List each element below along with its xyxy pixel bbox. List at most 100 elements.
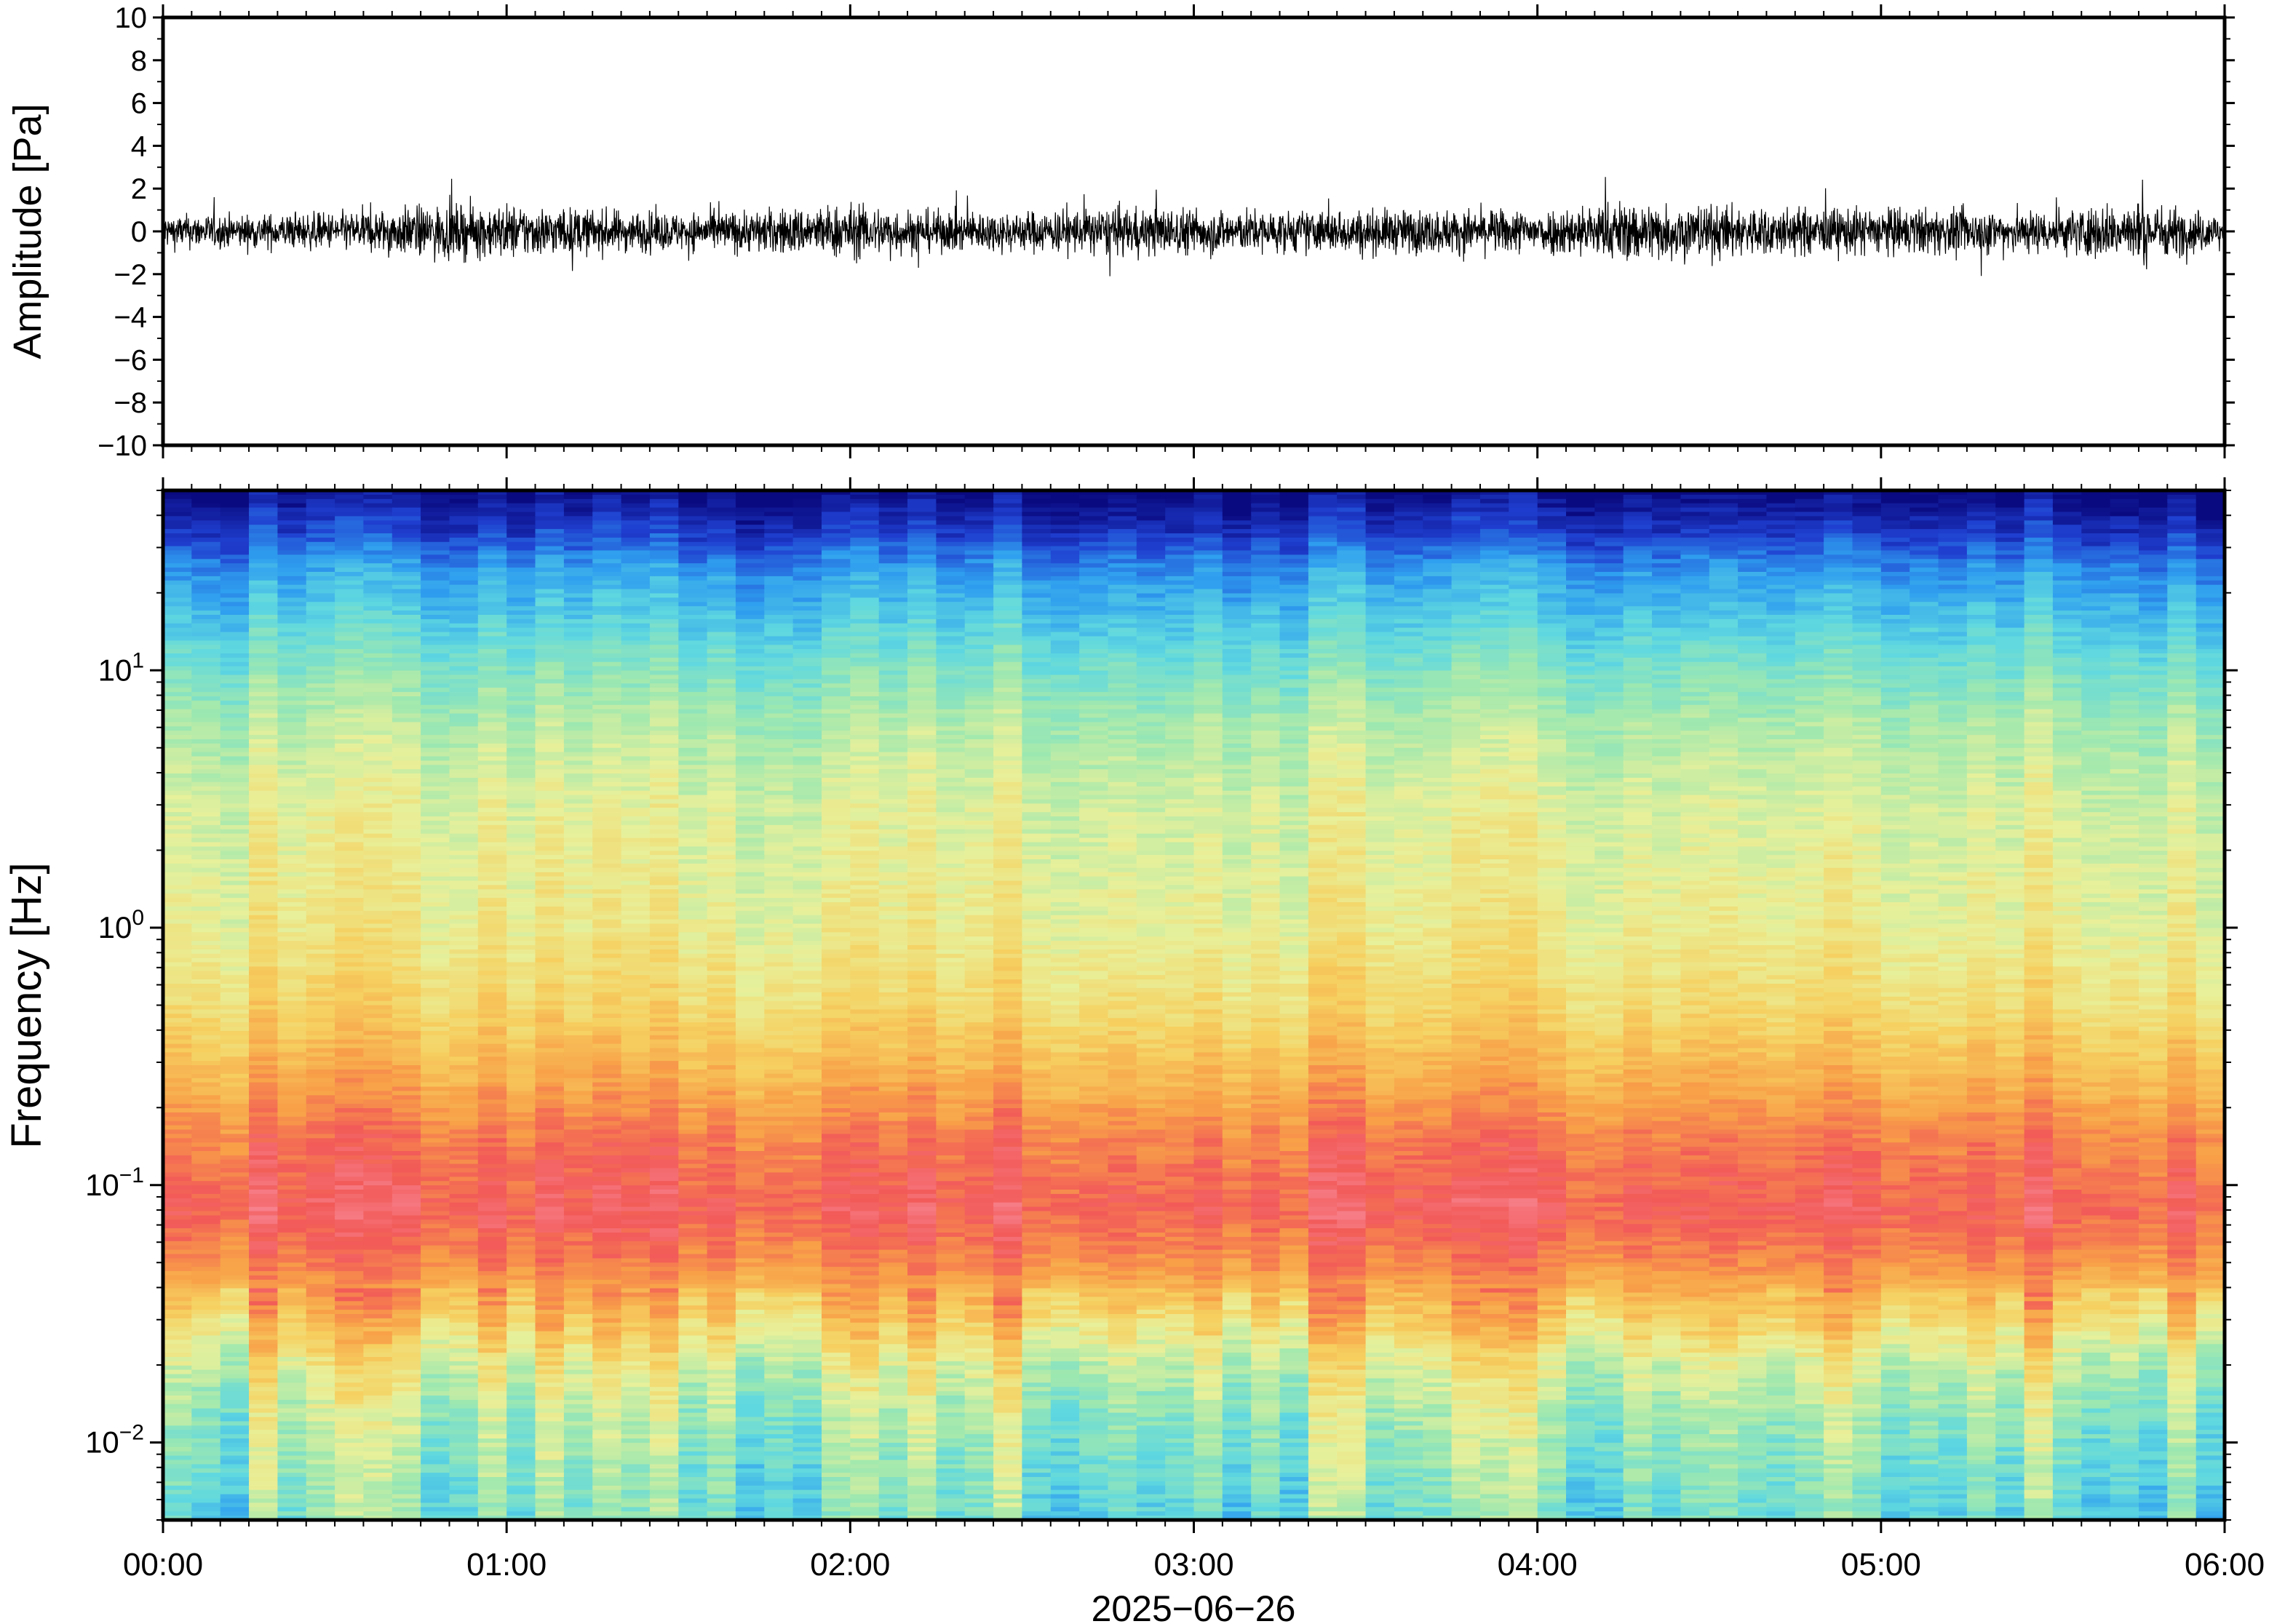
- spectrogram-cell: [1709, 731, 1738, 736]
- spectrogram-cell: [220, 713, 250, 719]
- spectrogram-cell: [1680, 572, 1710, 577]
- spectrogram-cell: [1251, 572, 1281, 577]
- spectrogram-cell: [1537, 632, 1567, 637]
- spectrogram-cell: [1365, 657, 1395, 663]
- spectrogram-cell: [2052, 679, 2082, 685]
- spectrogram-cell: [2167, 674, 2197, 680]
- spectrogram-cell: [1537, 516, 1567, 522]
- spectrogram-cell: [191, 490, 221, 495]
- spectrogram-cell: [191, 623, 221, 629]
- spectrogram-cell: [1050, 533, 1080, 538]
- spectrogram-cell: [449, 696, 479, 701]
- spectrogram-cell: [1766, 537, 1796, 543]
- spectrogram-cell: [1966, 632, 1996, 637]
- spectrogram-cell: [1709, 683, 1738, 688]
- spectrogram-cell: [707, 490, 736, 495]
- spectrogram-cell: [1079, 735, 1109, 740]
- spectrogram-cell: [449, 525, 479, 530]
- spectrogram-cell: [1594, 674, 1624, 680]
- spectrogram-cell: [1680, 653, 1710, 658]
- spectrogram-cell: [2110, 623, 2139, 629]
- spectrogram-cell: [592, 520, 622, 525]
- spectrogram-cell: [2081, 580, 2111, 586]
- spectrogram-cell: [1165, 760, 1195, 766]
- spectrogram-cell: [163, 525, 193, 530]
- spectrogram-cell: [506, 503, 536, 509]
- spectrogram-cell: [163, 645, 193, 650]
- spectrogram-cell: [335, 739, 365, 744]
- spectrogram-cell: [1308, 756, 1338, 762]
- spectrogram-cell: [1795, 717, 1824, 723]
- spectrogram-cell: [1308, 752, 1338, 757]
- spectrogram-cell: [2167, 765, 2197, 770]
- spectrogram-cell: [363, 747, 393, 753]
- spectrogram-cell: [1108, 512, 1137, 517]
- spectrogram-cell: [1193, 507, 1223, 513]
- spectrogram-cell: [1680, 498, 1710, 504]
- spectrogram-cell: [1852, 717, 1882, 723]
- spectrogram-cell: [1680, 516, 1710, 522]
- spectrogram-cell: [649, 640, 679, 646]
- spectrogram-cell: [621, 533, 651, 538]
- spectrogram-cell: [735, 773, 765, 779]
- spectrogram-cell: [2110, 490, 2139, 495]
- spectrogram-cell: [1509, 700, 1538, 706]
- spectrogram-cell: [506, 550, 536, 556]
- spectrogram-cell: [1995, 666, 2025, 672]
- spectrogram-cell: [1165, 726, 1195, 731]
- spectrogram-cell: [1824, 739, 1853, 744]
- spectrogram-cell: [392, 559, 421, 564]
- spectrogram-cell: [1652, 704, 1682, 710]
- spectrogram-cell: [1880, 627, 1910, 633]
- spectrogram-cell: [964, 541, 994, 547]
- spectrogram-cell: [1880, 765, 1910, 770]
- spectrogram-cell: [1766, 760, 1796, 766]
- spectrogram-cell: [1738, 760, 1768, 766]
- spectrogram-cell: [1509, 520, 1538, 525]
- spectrogram-cell: [764, 572, 794, 577]
- spectrogram-cell: [477, 649, 507, 654]
- spectrogram-cell: [1594, 563, 1624, 568]
- spectrogram-cell: [1938, 704, 1968, 710]
- spectrogram-cell: [335, 498, 365, 504]
- spectrogram-cell: [1566, 722, 1596, 728]
- spectrogram-cell: [822, 743, 851, 749]
- spectrogram-cell: [220, 645, 250, 650]
- spectrogram-cell: [220, 683, 250, 688]
- spectrogram-cell: [191, 653, 221, 658]
- spectrogram-cell: [277, 661, 307, 667]
- spectrogram-cell: [477, 498, 507, 504]
- spectrogram-cell: [1652, 688, 1682, 693]
- spectrogram-cell: [449, 516, 479, 522]
- spectrogram-cell: [621, 494, 651, 500]
- spectrogram-cell: [678, 674, 708, 680]
- spectrogram-cell: [2167, 731, 2197, 736]
- spectrogram-cell: [1995, 516, 2025, 522]
- spectrogram-cell: [1795, 576, 1824, 581]
- spectrogram-cell: [277, 498, 307, 504]
- spectrogram-cell: [1623, 563, 1653, 568]
- spectrogram-cell: [1537, 752, 1567, 757]
- spectrogram-cell: [592, 546, 622, 552]
- spectrogram-cell: [363, 559, 393, 564]
- spectrogram-cell: [1709, 516, 1738, 522]
- spectrogram-cell: [1824, 541, 1853, 547]
- spectrogram-cell: [1938, 688, 1968, 693]
- spectrogram-cell: [1251, 520, 1281, 525]
- spectrogram-cell: [421, 717, 450, 723]
- spectrogram-cell: [822, 627, 851, 633]
- spectrogram-cell: [220, 537, 250, 543]
- spectrogram-cell: [477, 700, 507, 706]
- spectrogram-cell: [678, 554, 708, 560]
- spectrogram-cell: [1079, 550, 1109, 556]
- spectrogram-cell: [592, 670, 622, 676]
- spectrogram-cell: [707, 670, 736, 676]
- spectrogram-cell: [2196, 512, 2225, 517]
- spectrogram-cell: [1824, 597, 1853, 603]
- spectrogram-cell: [1480, 743, 1510, 749]
- spectrogram-cell: [1537, 700, 1567, 706]
- spectrogram-cell: [1022, 683, 1052, 688]
- spectrogram-cell: [707, 537, 736, 543]
- spectrogram-cell: [907, 512, 937, 517]
- spectrogram-cell: [1337, 743, 1367, 749]
